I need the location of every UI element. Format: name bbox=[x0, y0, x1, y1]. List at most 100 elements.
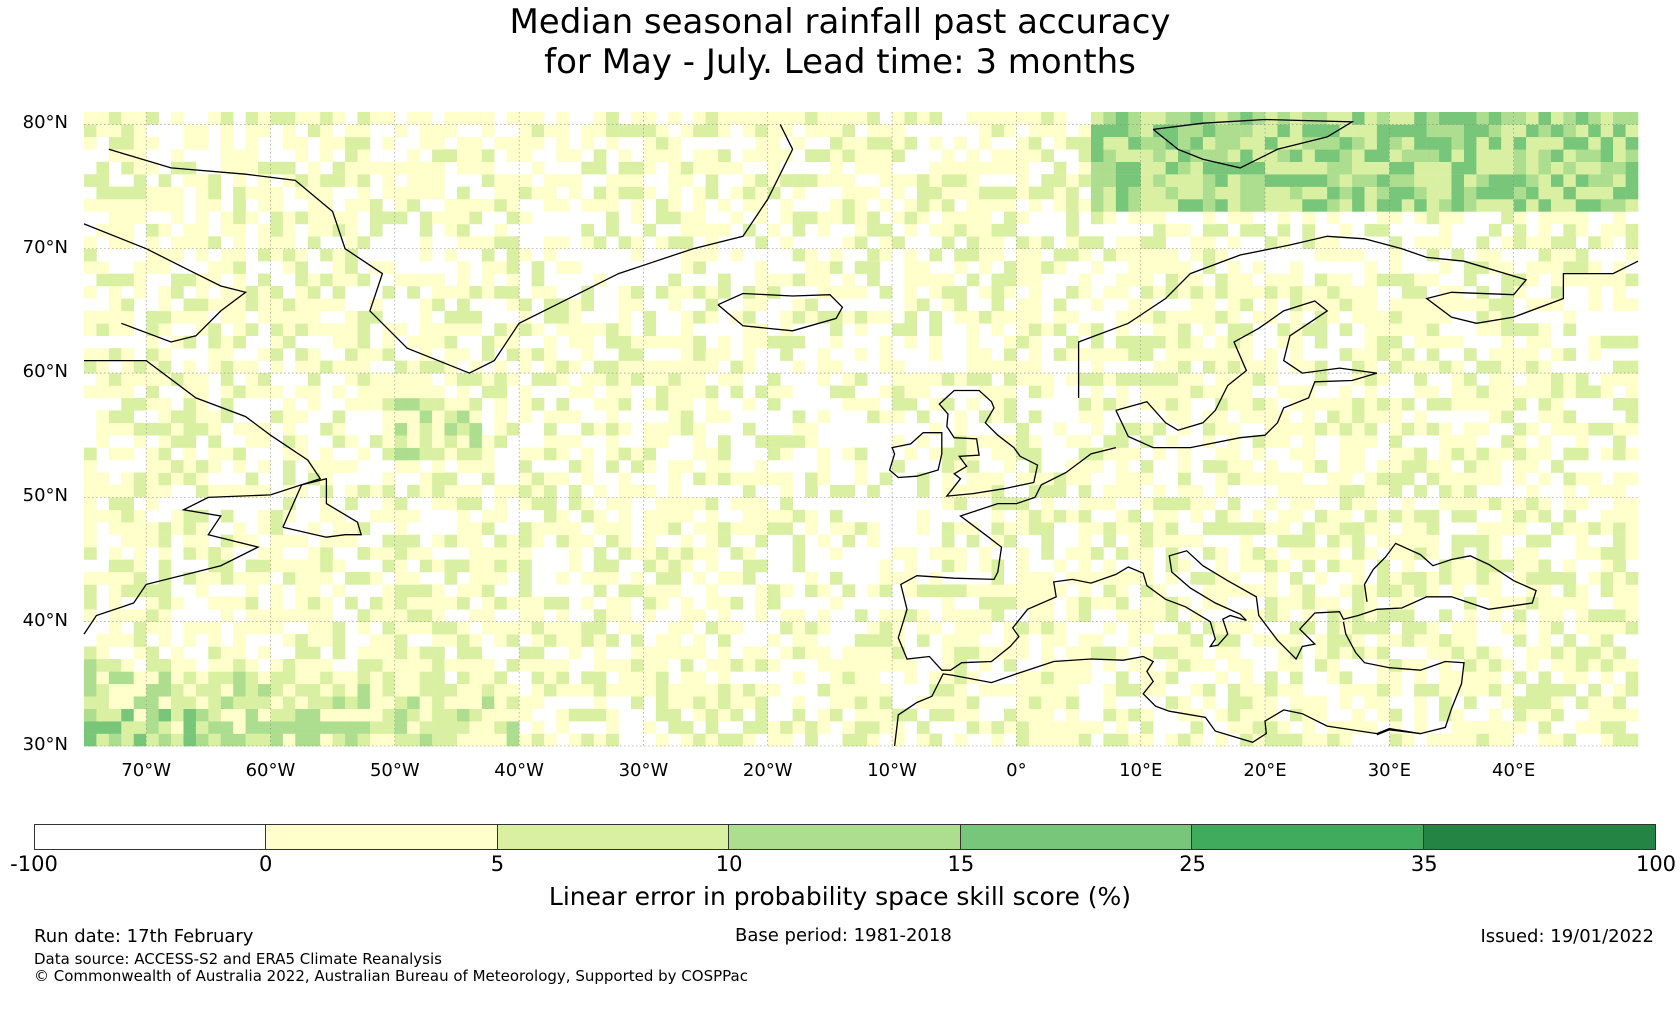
skill-cell bbox=[407, 112, 420, 125]
skill-cell bbox=[1202, 223, 1216, 237]
skill-cell bbox=[618, 236, 632, 249]
skill-cell bbox=[108, 609, 122, 622]
skill-cell bbox=[593, 273, 607, 287]
skill-cell bbox=[1327, 199, 1340, 212]
skill-cell bbox=[1004, 621, 1017, 635]
skill-cell bbox=[581, 348, 594, 361]
skill-cell bbox=[1028, 298, 1042, 312]
skill-cell bbox=[146, 199, 159, 212]
skill-cell bbox=[84, 584, 97, 598]
britain-coast bbox=[938, 389, 1039, 497]
skill-cell bbox=[1538, 248, 1552, 262]
skill-cell bbox=[1240, 112, 1253, 125]
skill-cell bbox=[1165, 186, 1179, 200]
skill-cell bbox=[1625, 174, 1639, 187]
skill-cell bbox=[755, 721, 768, 734]
skill-cell bbox=[1488, 199, 1502, 212]
skill-cell bbox=[1352, 497, 1365, 511]
skill-cell bbox=[208, 646, 221, 660]
skill-cell bbox=[444, 435, 458, 448]
skill-cell bbox=[991, 559, 1005, 573]
skill-cell bbox=[954, 733, 967, 747]
skill-cell bbox=[407, 460, 420, 473]
skill-cell bbox=[1289, 161, 1303, 175]
skill-cell bbox=[108, 199, 122, 212]
skill-cell bbox=[941, 708, 955, 722]
skill-cell bbox=[1103, 484, 1117, 498]
skill-cell bbox=[183, 360, 197, 374]
skill-cell bbox=[966, 360, 980, 374]
skill-cell bbox=[842, 447, 856, 461]
skill-cell bbox=[544, 683, 557, 697]
skill-cell bbox=[854, 634, 868, 647]
skill-cell bbox=[742, 335, 756, 349]
skill-cell bbox=[1277, 683, 1291, 697]
skill-cell bbox=[1401, 161, 1415, 175]
skill-cell bbox=[1140, 435, 1154, 448]
skill-cell bbox=[369, 373, 383, 386]
skill-cell bbox=[407, 286, 420, 299]
skill-cell bbox=[382, 161, 396, 175]
skill-cell bbox=[1153, 335, 1166, 349]
skill-cell bbox=[245, 559, 259, 573]
skill-cell bbox=[680, 385, 694, 399]
skill-cell bbox=[1464, 161, 1477, 175]
skill-cell bbox=[270, 348, 284, 361]
skill-cell bbox=[892, 733, 905, 747]
skill-cell bbox=[1277, 659, 1291, 672]
skill-cell bbox=[258, 286, 271, 299]
skill-cell bbox=[84, 547, 97, 560]
skill-cell bbox=[1028, 248, 1042, 262]
skill-cell bbox=[991, 161, 1005, 175]
skill-cell bbox=[581, 621, 594, 635]
skill-cell bbox=[1476, 733, 1490, 747]
skill-cell bbox=[1575, 522, 1589, 535]
skill-cell bbox=[842, 136, 856, 150]
skill-cell bbox=[146, 683, 159, 697]
skill-cell bbox=[1178, 373, 1191, 386]
skill-cell bbox=[1091, 348, 1104, 361]
skill-cell bbox=[1625, 596, 1639, 610]
skill-cell bbox=[1575, 659, 1589, 672]
skill-cell bbox=[146, 609, 159, 622]
skill-cell bbox=[1277, 199, 1291, 212]
skill-cell bbox=[544, 410, 557, 424]
skill-cell bbox=[1401, 149, 1415, 162]
skill-cell bbox=[879, 584, 893, 598]
skill-cell bbox=[1538, 211, 1552, 225]
skill-cell bbox=[1016, 447, 1030, 461]
skill-cell bbox=[1140, 596, 1154, 610]
skill-cell bbox=[867, 410, 880, 424]
skill-cell bbox=[1414, 410, 1427, 424]
skill-cell bbox=[1414, 323, 1427, 336]
skill-cell bbox=[1091, 721, 1104, 734]
skill-cell bbox=[1190, 161, 1204, 175]
skill-cell bbox=[1016, 248, 1030, 262]
skill-cell bbox=[1488, 708, 1502, 722]
skill-cell bbox=[1016, 422, 1030, 436]
skill-cell bbox=[1538, 721, 1552, 734]
skill-cell bbox=[1128, 112, 1141, 125]
skill-cell bbox=[1352, 348, 1365, 361]
skill-cell bbox=[1115, 584, 1129, 598]
skill-cell bbox=[618, 174, 632, 187]
skill-cell bbox=[245, 584, 259, 598]
skill-cell bbox=[929, 397, 943, 411]
skill-cell bbox=[1202, 596, 1216, 610]
skill-cell bbox=[568, 534, 582, 548]
skill-cell bbox=[1327, 186, 1340, 200]
skill-cell bbox=[904, 273, 918, 287]
skill-cell bbox=[991, 472, 1005, 486]
skill-cell bbox=[606, 174, 619, 187]
skill-cell bbox=[1625, 186, 1639, 200]
skill-cell bbox=[183, 721, 197, 734]
skill-cell bbox=[668, 522, 681, 535]
skill-cell bbox=[991, 323, 1005, 336]
skill-cell bbox=[618, 472, 632, 486]
skill-cell bbox=[1538, 609, 1552, 622]
skill-cell bbox=[1439, 298, 1452, 312]
skill-cell bbox=[1538, 572, 1552, 585]
skill-cell bbox=[867, 310, 880, 324]
skill-cell bbox=[1439, 572, 1452, 585]
skill-cell bbox=[568, 559, 582, 573]
